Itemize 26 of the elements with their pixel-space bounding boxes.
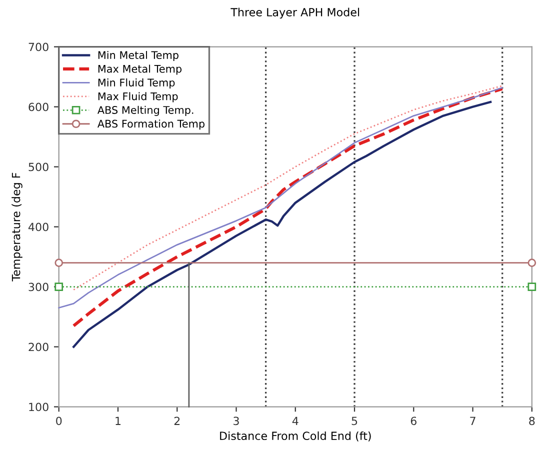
y-tick-label: 200	[28, 342, 48, 352]
legend-label: Min Metal Temp	[98, 50, 178, 62]
x-tick-label: 8	[529, 416, 535, 426]
legend-label: Min Fluid Temp	[98, 78, 175, 88]
y-tick-label: 100	[29, 402, 48, 412]
x-axis-title: Distance From Cold End (ft)	[220, 431, 371, 442]
x-tick-label: 2	[174, 416, 180, 425]
legend-label: ABS Melting Temp.	[97, 106, 194, 116]
x-tick-label: 1	[116, 416, 120, 425]
x-tick-label: 0	[56, 416, 62, 426]
y-tick-label: 700	[28, 42, 48, 52]
x-tick-label: 7	[470, 416, 476, 425]
legend-label: Max Fluid Temp	[98, 92, 178, 102]
chart-title: Three Layer APH Model	[230, 8, 360, 19]
legend-label: Max Metal Temp	[98, 64, 182, 75]
y-axis-title: Temperature (deg F	[12, 172, 22, 282]
y-tick-label: 600	[28, 102, 48, 112]
y-tick-label: 400	[28, 222, 48, 232]
x-tick-label: 4	[292, 416, 298, 425]
legend-label: ABS Formation Temp	[97, 120, 204, 130]
x-tick-label: 6	[410, 416, 416, 426]
y-tick-label: 300	[28, 282, 48, 292]
line-series	[72, 100, 492, 348]
y-tick-label: 500	[28, 162, 48, 172]
x-tick-label: 3	[234, 416, 239, 426]
x-tick-label: 5	[352, 416, 358, 426]
